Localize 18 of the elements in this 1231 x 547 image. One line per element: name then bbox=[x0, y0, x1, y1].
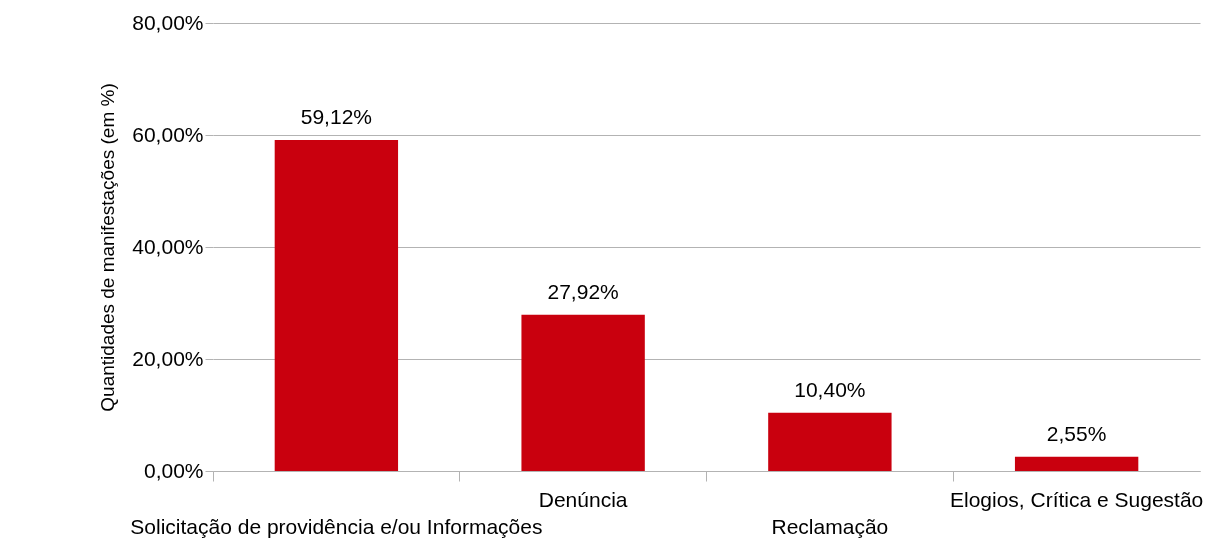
data-label: 27,92% bbox=[547, 279, 619, 303]
data-label: 59,12% bbox=[300, 104, 372, 128]
y-tick-label: 0,00% bbox=[143, 458, 204, 482]
y-tick-label: 60,00% bbox=[132, 122, 204, 146]
x-tick-label: Denúncia bbox=[538, 487, 628, 511]
data-label: 2,55% bbox=[1046, 421, 1107, 445]
y-tick-label: 20,00% bbox=[132, 346, 204, 370]
bar bbox=[768, 412, 892, 471]
bar bbox=[521, 314, 645, 471]
x-tick-label: Reclamação bbox=[771, 514, 889, 538]
y-axis-title: Quantidades de manifestações (em %) bbox=[97, 83, 119, 412]
bar bbox=[274, 139, 399, 471]
bar bbox=[1014, 456, 1139, 471]
x-tick-label: Solicitação de providência e/ou Informações bbox=[130, 514, 543, 538]
y-tick-label: 40,00% bbox=[132, 234, 204, 258]
data-label: 10,40% bbox=[794, 377, 866, 401]
x-tick-label: Elogios, Crítica e Sugestão bbox=[949, 487, 1204, 511]
y-tick-label: 80,00% bbox=[132, 10, 204, 34]
